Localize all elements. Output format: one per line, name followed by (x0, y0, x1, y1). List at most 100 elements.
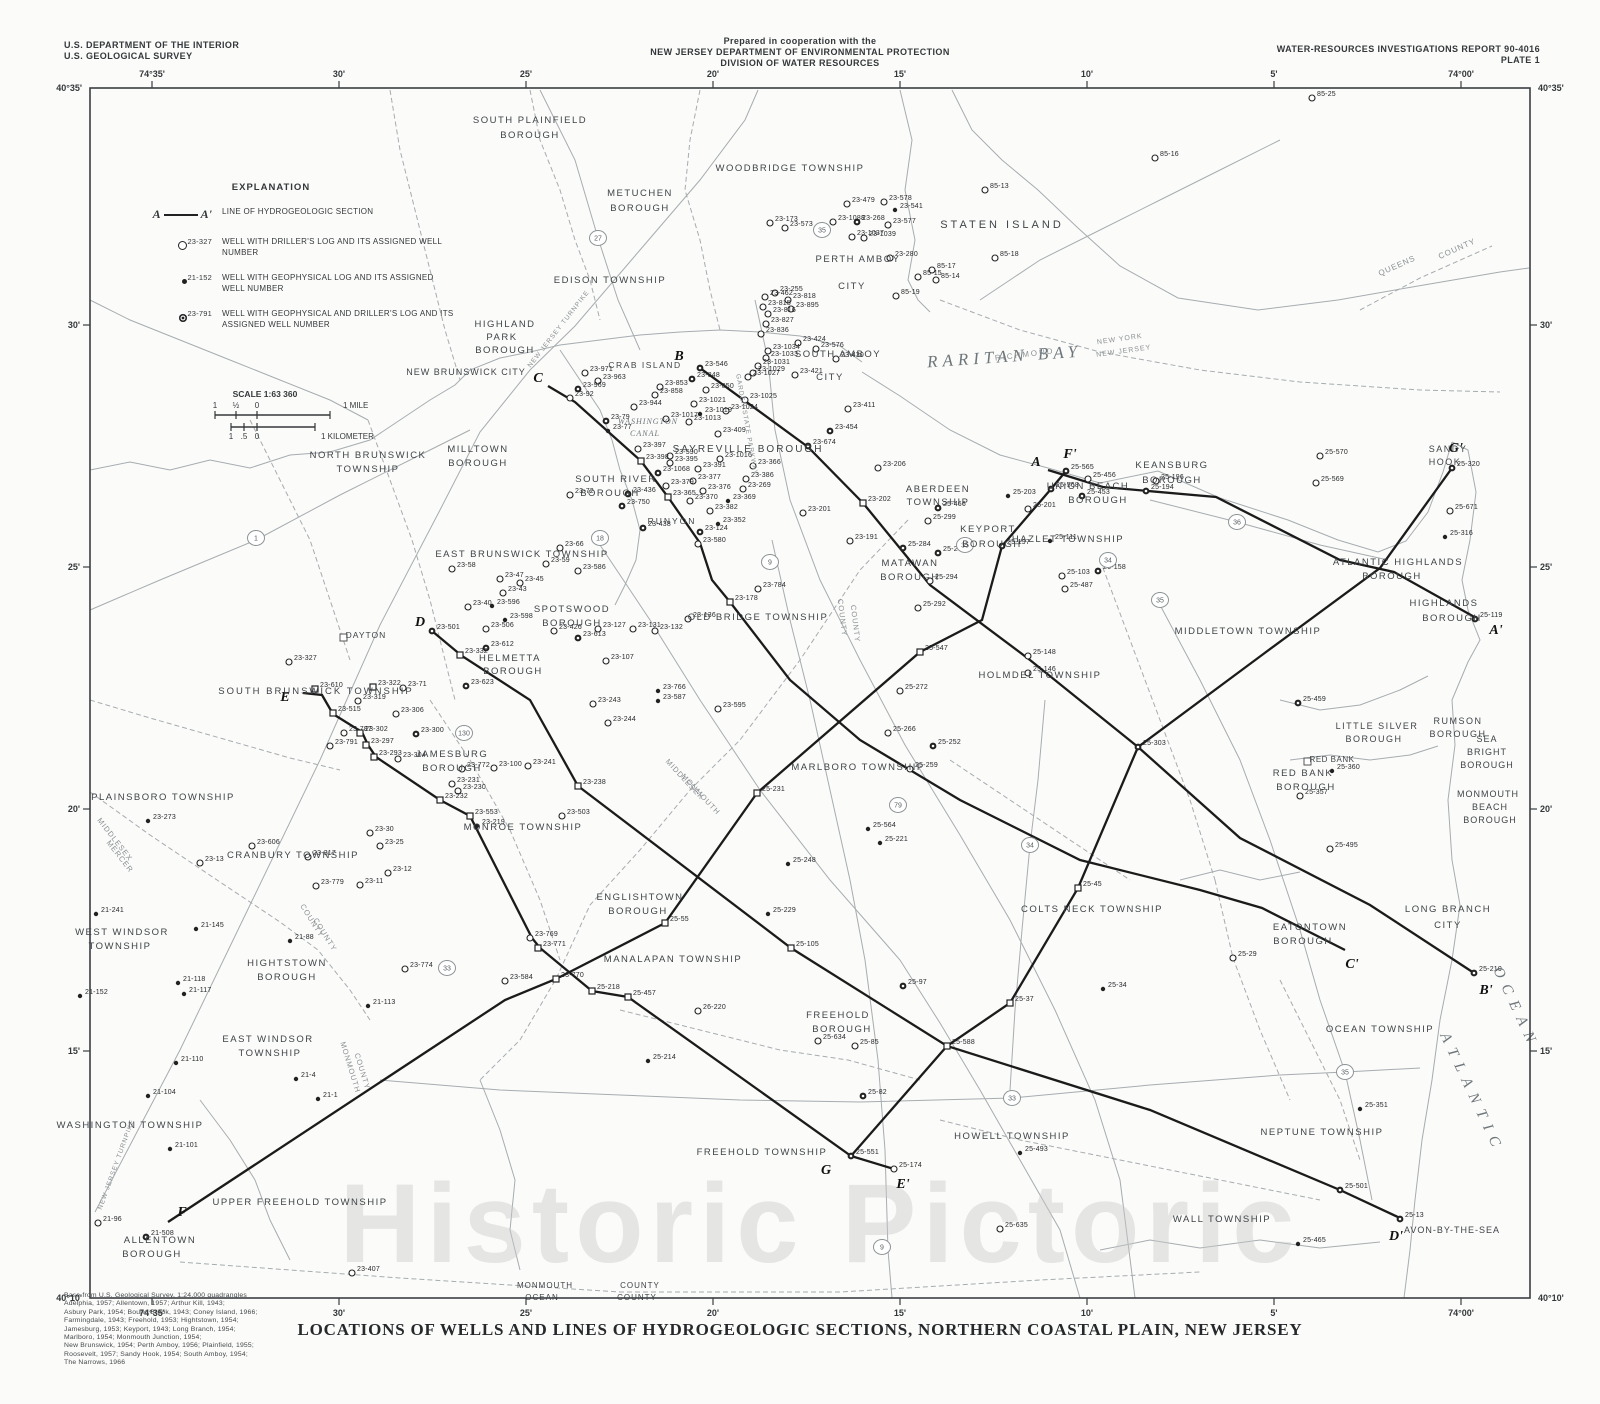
well-marker-driller (1024, 505, 1032, 513)
well-label: 23-1024 (731, 404, 758, 411)
route-shield-number: 35 (818, 228, 826, 235)
well-marker-geophysical (765, 911, 771, 917)
place-label: NEW JERSEY TURNPIKE (97, 1118, 136, 1210)
well-marker-driller (706, 507, 714, 515)
well-marker-driller (666, 459, 674, 467)
well-marker-section (859, 499, 867, 507)
graticule-label-top: 30' (333, 69, 345, 79)
well-marker-driller (630, 403, 638, 411)
well-label: 25-294 (935, 574, 958, 581)
well-label: 23-201 (808, 506, 831, 513)
place-label: BOROUGH (1362, 571, 1422, 582)
boundary-dashed-line (1099, 559, 1216, 881)
place-label: HIGHTSTOWN (247, 958, 327, 969)
place-label: FREEHOLD (806, 1010, 870, 1021)
well-label: 21-241 (101, 907, 124, 914)
well-marker-driller (996, 1225, 1004, 1233)
well-marker-driller (722, 407, 730, 415)
place-label: ATLANTIC HIGHLANDS (1333, 557, 1463, 568)
place-label: KEANSBURG (1135, 460, 1208, 471)
boundary-dashed-line (179, 1261, 1201, 1293)
legend-section-line-text: LINE OF HYDROGEOLOGIC SECTION (222, 207, 374, 216)
graticule-label-bottom: 74°35' (139, 1308, 165, 1318)
well-marker-driller (1229, 954, 1237, 962)
well-label: 23-779 (321, 879, 344, 886)
place-label: NEW YORK (1097, 333, 1144, 346)
base-map-line (1279, 675, 1429, 711)
watermark-text: Historic Pictoric (340, 1161, 1301, 1286)
well-label: 23-836 (766, 327, 789, 334)
scale-km-label: 1 KILOMETER (321, 432, 374, 441)
base-map-line (89, 329, 863, 471)
section-letter-E': E' (895, 1177, 909, 1192)
well-marker-driller (662, 482, 670, 490)
section-letter-D: D (414, 615, 425, 630)
well-marker-driller (787, 305, 795, 313)
well-marker-section (311, 685, 319, 693)
open-circle-icon (178, 241, 188, 251)
well-label: 23-47 (505, 572, 524, 579)
place-label: NORTH BRUNSWICK (310, 450, 427, 461)
well-marker-driller (94, 1219, 102, 1227)
well-marker-both-center (626, 492, 630, 496)
well-label: 23-1021 (699, 397, 726, 404)
well-marker-geophysical (93, 911, 99, 917)
section-letter-C': C' (1345, 957, 1358, 972)
route-shield-number: 27 (594, 236, 602, 243)
place-label: METUCHEN (607, 188, 673, 199)
well-label: 21-152 (85, 989, 108, 996)
well-label: 25-146 (1033, 666, 1056, 673)
well-label: 23-45 (525, 576, 544, 583)
place-label: COUNTY (836, 598, 850, 636)
graticule-label-right: 20' (1540, 804, 1552, 814)
place-label: MARLBORO TOWNSHIP (791, 762, 924, 773)
well-label: 23-541 (900, 203, 923, 210)
well-label: 25-588 (952, 1039, 975, 1046)
section-letter-G: G (821, 1163, 831, 1178)
well-marker-driller (884, 729, 892, 737)
place-label: EAST BRUNSWICK TOWNSHIP (435, 549, 608, 560)
well-marker-driller (926, 577, 934, 585)
well-label: 23-674 (813, 439, 836, 446)
well-marker-both-center (936, 551, 940, 555)
well-marker-driller (928, 266, 936, 274)
well-marker-driller (356, 881, 364, 889)
well-label: 25-564 (873, 822, 896, 829)
well-marker-section (637, 457, 645, 465)
scale-km-label: 0 (255, 432, 260, 441)
boundary-dashed-line (949, 759, 1131, 881)
well-label: 23-191 (855, 534, 878, 541)
well-label: 23-173 (775, 216, 798, 223)
place-label: SPOTSWOOD (534, 604, 610, 615)
route-shield-number: 36 (1233, 520, 1241, 527)
well-marker-both-center (1144, 489, 1148, 493)
credit-line: Jamesburg, 1953; Keyport, 1943; Long Bra… (64, 1325, 236, 1333)
well-label: 23-107 (611, 654, 634, 661)
place-label: EDISON TOWNSHIP (554, 275, 666, 286)
place-label: JAMESBURG (416, 749, 489, 760)
well-marker-driller (1152, 477, 1160, 485)
place-label: HOLMDEL TOWNSHIP (978, 670, 1101, 681)
place-label: EATONTOWN (1273, 922, 1347, 933)
well-marker-driller (392, 710, 400, 718)
well-label: 85-17 (937, 263, 956, 270)
well-marker-driller (662, 415, 670, 423)
route-shield-icon (455, 725, 473, 741)
well-marker-geophysical (892, 207, 898, 213)
route-shield-number: 35 (1156, 598, 1164, 605)
well-label: 23-273 (153, 814, 176, 821)
well-label: 23-206 (883, 461, 906, 468)
place-label: BOROUGH (1463, 815, 1517, 825)
graticule-label-top: 5' (1270, 69, 1277, 79)
well-marker-driller (651, 627, 659, 635)
well-label: 25-197 (1007, 539, 1030, 546)
well-marker-driller (1312, 479, 1320, 487)
well-label: 23-268 (862, 215, 885, 222)
well-label: 23-858 (660, 388, 683, 395)
well-marker-driller (526, 934, 534, 942)
well-marker-driller (656, 383, 664, 391)
well-label: 21-118 (183, 976, 205, 983)
well-label: 23-944 (639, 400, 662, 407)
well-marker-both-center (806, 444, 810, 448)
well-label: 23-584 (510, 974, 533, 981)
